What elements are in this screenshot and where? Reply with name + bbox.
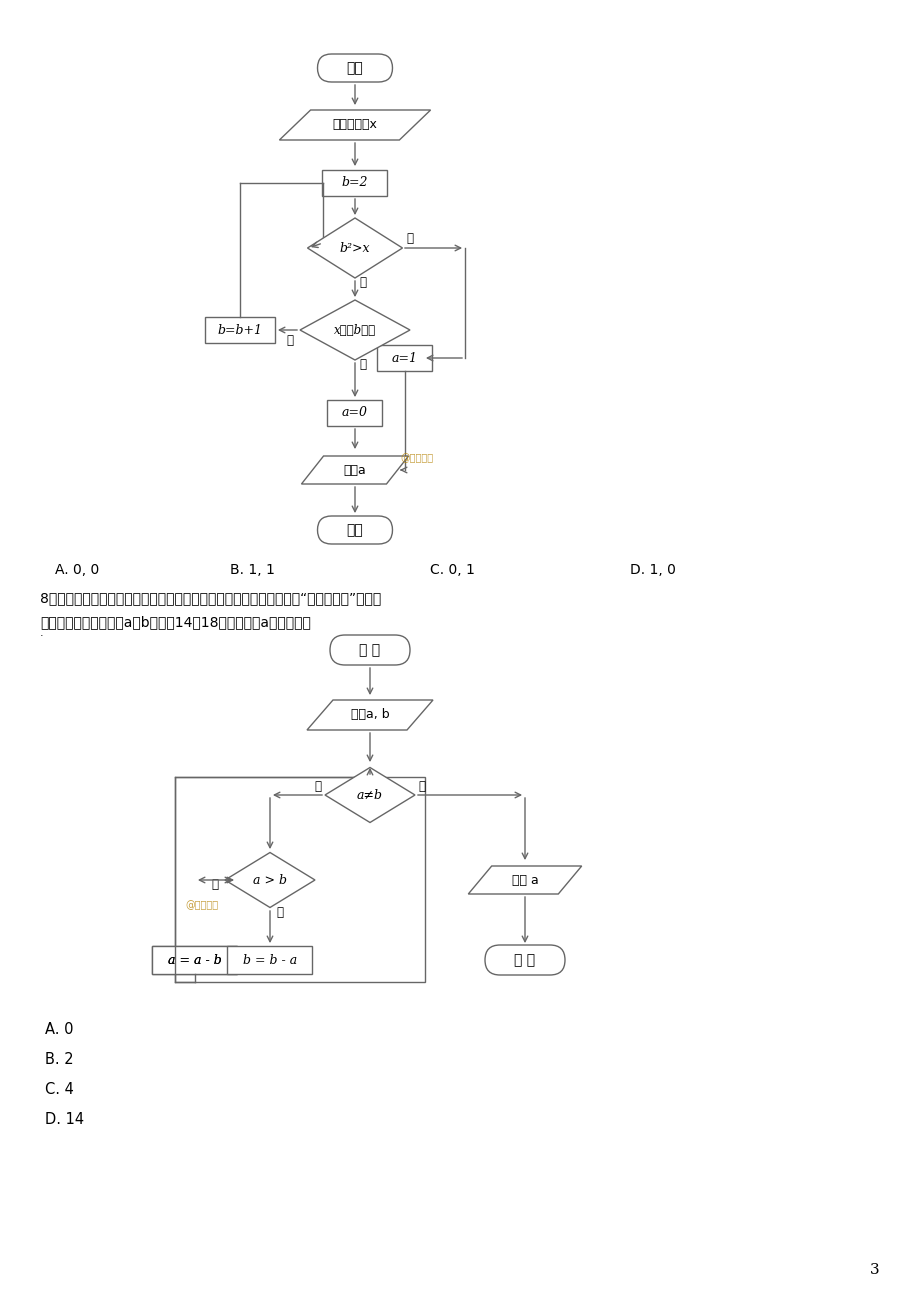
Text: b = b - a: b = b - a <box>243 953 297 966</box>
Text: 3: 3 <box>869 1263 879 1277</box>
Bar <box>327 400 382 426</box>
Text: A. 0, 0: A. 0, 0 <box>55 562 99 577</box>
Text: 开始: 开始 <box>346 61 363 76</box>
Text: 是: 是 <box>406 232 413 245</box>
Bar <box>175 777 425 982</box>
Text: a=0: a=0 <box>342 406 368 419</box>
Bar <box>205 316 275 342</box>
Text: A. 0: A. 0 <box>45 1022 74 1038</box>
Text: C. 4: C. 4 <box>45 1082 74 1098</box>
Text: 结 束: 结 束 <box>514 953 535 967</box>
FancyBboxPatch shape <box>330 635 410 665</box>
Text: B. 1, 1: B. 1, 1 <box>230 562 275 577</box>
Text: a = a - b: a = a - b <box>168 953 221 966</box>
Bar <box>323 171 387 197</box>
Text: 输出 a: 输出 a <box>511 874 538 887</box>
Polygon shape <box>468 866 581 894</box>
Text: b=b+1: b=b+1 <box>217 323 262 336</box>
Text: C. 0, 1: C. 0, 1 <box>429 562 474 577</box>
Text: a=1: a=1 <box>391 352 417 365</box>
Polygon shape <box>300 299 410 359</box>
Polygon shape <box>301 456 408 484</box>
Bar <box>227 947 312 974</box>
Text: b=2: b=2 <box>341 177 368 190</box>
Polygon shape <box>307 700 433 730</box>
Text: @正确教育: @正确教育 <box>186 900 219 910</box>
Text: a = a - b: a = a - b <box>168 953 221 966</box>
Text: 是: 是 <box>359 358 366 371</box>
Text: 输入正整数x: 输入正整数x <box>332 118 377 132</box>
Bar <box>377 345 432 371</box>
Text: @正确教育: @正确教育 <box>400 453 433 464</box>
Text: 是: 是 <box>211 879 219 892</box>
Text: 结束: 结束 <box>346 523 363 536</box>
Text: 否: 否 <box>277 905 283 918</box>
Text: a≠b: a≠b <box>357 789 382 802</box>
Text: 该程序框图，若输入的a，b分别为14，18，则输出的a＝（　　）: 该程序框图，若输入的a，b分别为14，18，则输出的a＝（ ） <box>40 615 311 629</box>
Bar <box>153 947 237 974</box>
Polygon shape <box>279 109 430 141</box>
Text: b²>x: b²>x <box>339 241 369 254</box>
Text: 否: 否 <box>286 333 293 346</box>
Text: D. 1, 0: D. 1, 0 <box>630 562 675 577</box>
Text: 输入a, b: 输入a, b <box>350 708 389 721</box>
FancyBboxPatch shape <box>484 945 564 975</box>
Text: 否: 否 <box>359 276 366 289</box>
Text: 输出a: 输出a <box>344 464 366 477</box>
Text: D. 14: D. 14 <box>45 1112 84 1128</box>
FancyBboxPatch shape <box>317 516 392 544</box>
Text: 否: 否 <box>418 780 425 793</box>
Text: 开 始: 开 始 <box>359 643 380 658</box>
Text: 是: 是 <box>314 780 321 793</box>
Polygon shape <box>307 217 403 279</box>
Polygon shape <box>324 767 414 823</box>
Text: B. 2: B. 2 <box>45 1052 74 1068</box>
Text: a > b: a > b <box>253 874 287 887</box>
Text: ·: · <box>40 631 43 641</box>
FancyBboxPatch shape <box>317 53 392 82</box>
Text: 8、下边程序框图的算法思路源于我国古代数学名著《九章算术》中的“更相减损术”，执行: 8、下边程序框图的算法思路源于我国古代数学名著《九章算术》中的“更相减损术”，执… <box>40 591 380 605</box>
Text: x能被b整除: x能被b整除 <box>334 323 376 336</box>
Polygon shape <box>225 853 314 907</box>
Bar <box>153 947 237 974</box>
